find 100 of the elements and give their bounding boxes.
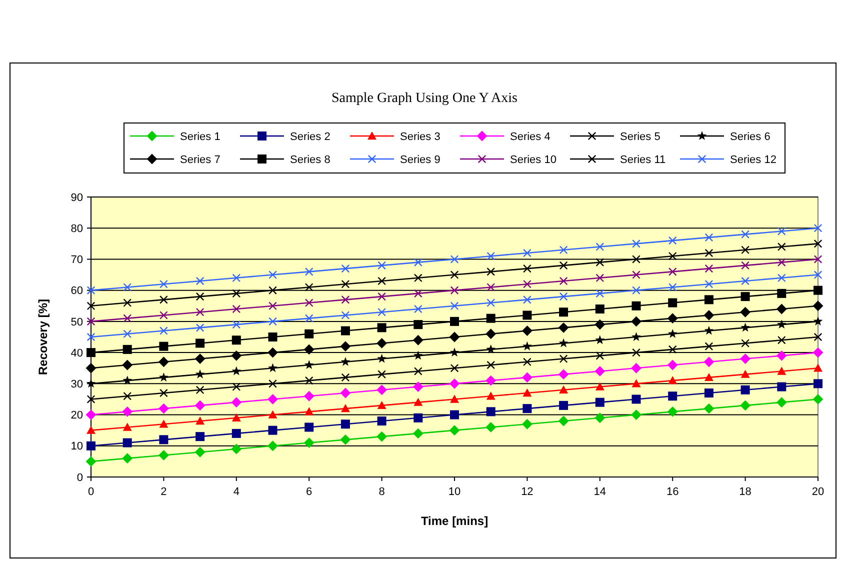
point (814, 255, 822, 264)
y-tick-label: 80 (70, 222, 83, 235)
point (632, 270, 640, 279)
point (596, 258, 604, 267)
point (740, 400, 750, 410)
point (378, 261, 386, 270)
point (777, 258, 786, 267)
point (776, 304, 787, 314)
point (413, 382, 424, 392)
point (340, 434, 350, 445)
point (304, 422, 314, 432)
point (813, 348, 823, 358)
point (486, 344, 496, 354)
point (86, 410, 96, 420)
point (559, 400, 568, 410)
point (122, 422, 132, 431)
point (558, 338, 568, 348)
point (486, 360, 496, 370)
x-tick-label: 0 (88, 486, 94, 498)
point (814, 239, 822, 248)
point (740, 370, 750, 378)
legend-label: Series 3 (400, 130, 440, 143)
point (304, 407, 314, 416)
point (596, 351, 604, 360)
point (196, 416, 205, 425)
point (304, 438, 314, 448)
point (814, 224, 822, 232)
point (160, 280, 168, 288)
point (668, 298, 678, 308)
legend-label: Series 11 (620, 154, 666, 166)
point (813, 316, 823, 326)
point (304, 329, 314, 338)
point (231, 397, 242, 408)
y-tick-label: 50 (70, 316, 83, 328)
point (777, 227, 786, 236)
point (704, 372, 714, 382)
point (740, 354, 750, 364)
point (340, 388, 350, 398)
point (413, 350, 423, 360)
point (594, 366, 605, 376)
point (632, 286, 640, 295)
point (558, 416, 569, 426)
point (123, 392, 132, 400)
point (741, 261, 750, 270)
legend-label: Series 2 (290, 130, 330, 143)
point (522, 341, 532, 350)
x-tick-label: 6 (306, 486, 312, 498)
x-tick-label: 10 (448, 486, 461, 498)
point (559, 354, 568, 363)
point (668, 406, 678, 417)
point (268, 379, 277, 388)
x-axis-title: Time [mins] (420, 514, 488, 528)
point (377, 354, 387, 363)
point (486, 298, 496, 307)
point (304, 376, 314, 385)
point (414, 304, 422, 314)
point (450, 394, 459, 403)
point (668, 313, 678, 324)
x-tick-label: 8 (378, 486, 385, 498)
point (486, 328, 496, 339)
point (777, 382, 786, 392)
point (668, 360, 678, 370)
point (450, 286, 459, 295)
point (450, 316, 459, 326)
point (86, 332, 96, 342)
x-tick-label: 20 (812, 486, 824, 498)
point (596, 289, 604, 298)
point (704, 356, 714, 367)
point (268, 394, 278, 404)
point (559, 385, 568, 394)
point (158, 450, 169, 460)
point (523, 280, 532, 288)
point (450, 302, 459, 310)
point (777, 336, 786, 344)
point (813, 394, 823, 404)
point (158, 372, 168, 382)
point (558, 322, 569, 333)
y-tick-label: 70 (70, 254, 83, 266)
point (86, 348, 96, 358)
point (160, 326, 168, 335)
point (522, 388, 532, 397)
point (304, 267, 314, 276)
point (376, 338, 387, 348)
point (196, 276, 204, 286)
point (741, 339, 750, 348)
point (196, 386, 204, 394)
point (631, 363, 642, 374)
y-tick-label: 0 (76, 472, 83, 484)
point (159, 420, 168, 428)
point (196, 308, 204, 316)
point (632, 348, 640, 357)
point (559, 246, 568, 254)
point (704, 326, 714, 335)
point (413, 428, 424, 438)
y-tick-label: 10 (70, 440, 83, 453)
point (559, 276, 568, 286)
point (632, 379, 641, 388)
point (304, 344, 314, 354)
x-tick-label: 16 (666, 486, 679, 498)
point (486, 422, 496, 432)
